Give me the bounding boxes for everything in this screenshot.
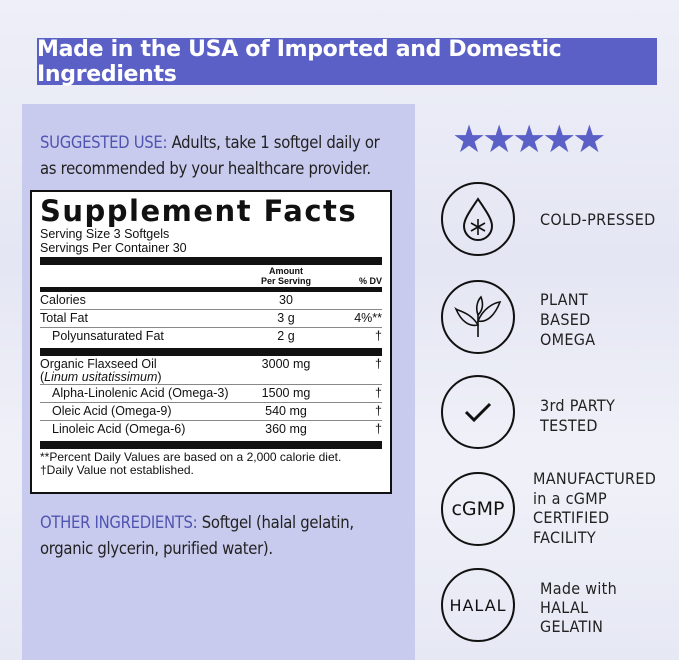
divider xyxy=(40,257,382,265)
star-icon: ★ xyxy=(452,119,486,161)
other-ingredients: OTHER INGREDIENTS: Softgel (halal gelati… xyxy=(40,510,354,562)
feature-label: COLD-PRESSED xyxy=(540,210,656,229)
feature-label: PLANT BASED OMEGA xyxy=(540,290,596,349)
table-row: Calories 30 xyxy=(40,292,382,310)
other-ingredients-label: OTHER INGREDIENTS: xyxy=(40,513,198,532)
suggested-use-label: SUGGESTED USE: xyxy=(40,133,168,152)
cgmp-icon: cGMP xyxy=(441,472,515,546)
divider xyxy=(40,287,382,292)
serving-size: Serving Size 3 Softgels xyxy=(40,227,170,241)
divider xyxy=(40,348,382,356)
snowflake-drop-icon xyxy=(441,182,515,256)
other-ingredients-text: Softgel (halal gelatin, xyxy=(197,513,354,532)
table-row: Linoleic Acid (Omega-6) 360 mg † xyxy=(52,422,382,436)
other-ingredients-text-2: organic glycerin, purified water). xyxy=(40,539,273,558)
banner-headline: Made in the USA of Imported and Domestic… xyxy=(37,37,657,87)
star-icon: ★ xyxy=(512,119,546,161)
feature-label: MANUFACTURED in a cGMP CERTIFIED FACILITY xyxy=(533,469,657,547)
feature-label: 3rd PARTY TESTED xyxy=(540,396,616,435)
suggested-use-text-2: as recommended by your healthcare provid… xyxy=(40,159,371,178)
star-rating: ★★★★★ xyxy=(452,119,606,161)
servings-per-container: Servings Per Container 30 xyxy=(40,241,187,255)
divider xyxy=(40,441,382,449)
table-row: Oleic Acid (Omega-9) 540 mg † xyxy=(40,403,382,421)
star-icon: ★ xyxy=(542,119,576,161)
info-panel: SUGGESTED USE: Adults, take 1 softgel da… xyxy=(22,104,415,660)
leaf-icon xyxy=(441,280,515,354)
footnote-dv: **Percent Daily Values are based on a 2,… xyxy=(40,450,342,464)
dv-header: % DV xyxy=(358,276,382,286)
suggested-use: SUGGESTED USE: Adults, take 1 softgel da… xyxy=(40,130,380,182)
table-row: Organic Flaxseed Oil (Linum usitatissimum… xyxy=(40,357,382,385)
feature-label: Made with HALAL GELATIN xyxy=(540,579,618,636)
star-icon: ★ xyxy=(572,119,606,161)
footnote-not-established: †Daily Value not established. xyxy=(40,463,194,477)
supplement-facts-label: Supplement Facts Serving Size 3 Softgels… xyxy=(30,190,392,494)
suggested-use-text: Adults, take 1 softgel daily or xyxy=(167,133,380,152)
table-row: Polyunsaturated Fat 2 g † xyxy=(52,329,382,343)
amount-header: Amount Per Serving xyxy=(260,266,312,286)
table-row: Alpha-Linolenic Acid (Omega-3) 1500 mg † xyxy=(40,385,382,403)
halal-icon: HALAL xyxy=(441,568,515,642)
table-row: Total Fat 3 g 4%** xyxy=(40,310,382,328)
star-icon: ★ xyxy=(482,119,516,161)
checkmark-icon xyxy=(441,375,515,449)
facts-title: Supplement Facts xyxy=(40,194,358,228)
